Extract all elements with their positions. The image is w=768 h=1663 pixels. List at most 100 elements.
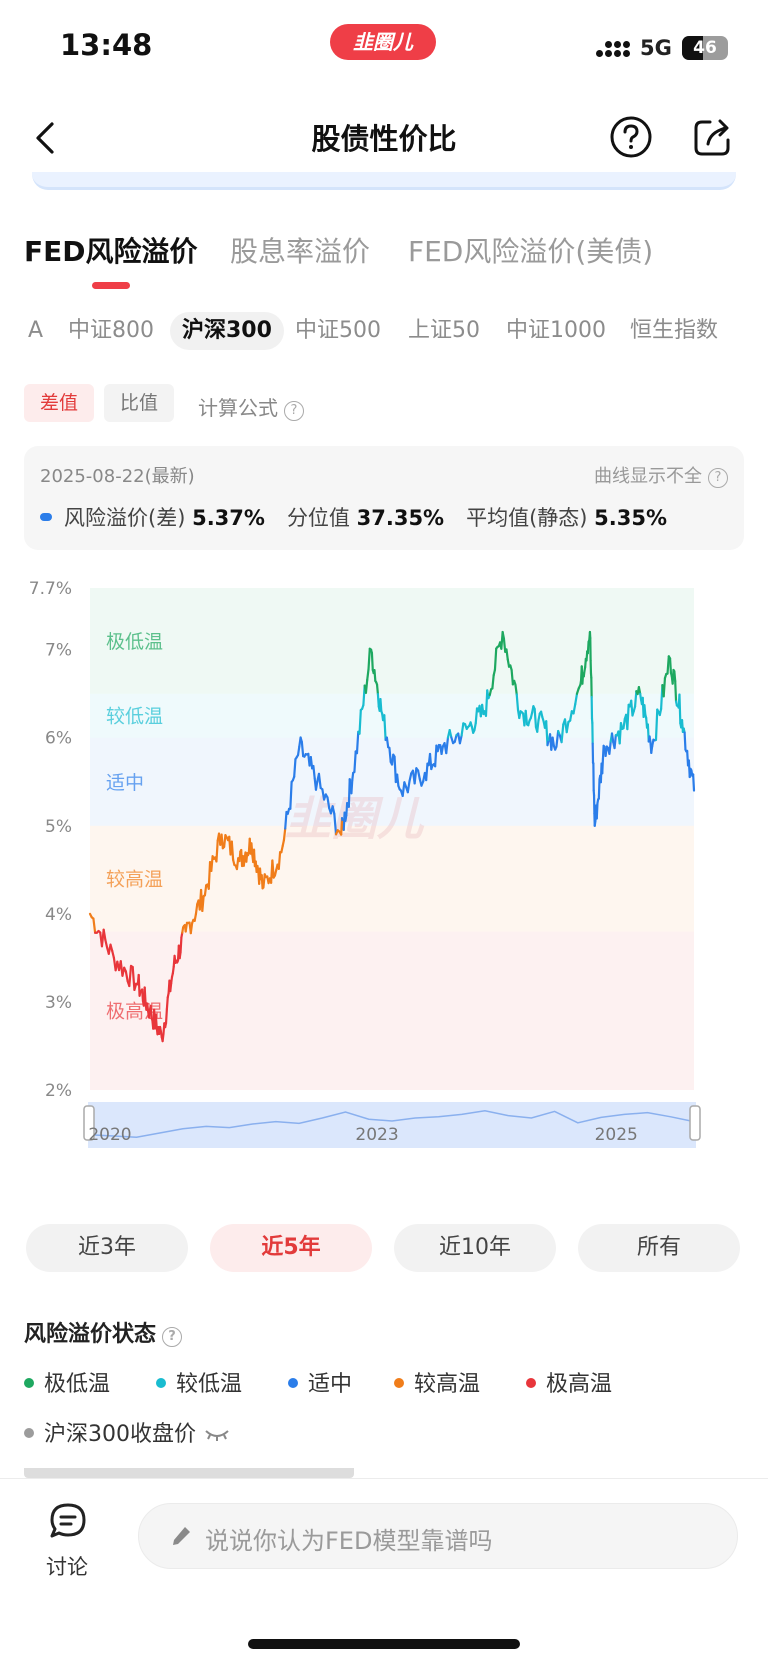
index-tab-csi300[interactable]: 沪深300 <box>170 312 284 350</box>
share-icon[interactable] <box>690 114 736 160</box>
series-segment <box>662 677 667 698</box>
mode-diff-button[interactable]: 差值 <box>24 384 95 422</box>
index-tab-sse50[interactable]: 上证50 <box>408 318 480 343</box>
formula-label: 计算公式 <box>198 396 278 420</box>
navigator-handle-right[interactable] <box>689 1105 701 1141</box>
legend-close-price[interactable]: 沪深300收盘价 <box>24 1416 230 1448</box>
series-segment <box>514 683 518 696</box>
series-segment <box>143 986 147 1004</box>
nav-bar: 股债性价比 <box>0 96 768 180</box>
series-segment <box>309 755 314 770</box>
legend-label: 较低温 <box>176 1372 243 1397</box>
period-all-button[interactable]: 所有 <box>578 1224 740 1272</box>
formula-link[interactable]: 计算公式? <box>198 392 304 421</box>
series-segment <box>408 772 413 783</box>
series-segment <box>515 693 520 712</box>
series-segment <box>300 740 305 758</box>
y-tick-label: 3% <box>45 993 72 1013</box>
zone-label: 较低温 <box>106 706 163 728</box>
back-icon[interactable] <box>28 118 68 158</box>
app-badge[interactable]: 韭圈儿 <box>330 24 436 60</box>
series-segment <box>505 648 509 661</box>
series-segment <box>230 840 235 861</box>
series-segment <box>242 857 246 867</box>
status-title-label: 风险溢价状态 <box>24 1322 157 1347</box>
active-tab-indicator <box>92 282 130 289</box>
period-10y-button[interactable]: 近10年 <box>394 1224 556 1272</box>
series-segment <box>203 884 208 897</box>
series-segment <box>351 771 355 782</box>
series-segment <box>383 714 387 742</box>
legend-dot <box>24 1428 34 1438</box>
series-segment <box>622 717 626 730</box>
mode-ratio-button[interactable]: 比值 <box>104 384 175 422</box>
series-segment <box>425 762 429 782</box>
eye-closed-icon[interactable] <box>204 1428 230 1442</box>
index-tab-csi500[interactable]: 中证500 <box>295 318 381 343</box>
series-segment <box>161 1032 165 1043</box>
series-segment <box>293 758 297 778</box>
status-time: 13:48 <box>60 28 153 62</box>
series-segment <box>223 834 227 848</box>
clipped-row <box>24 1468 354 1478</box>
index-tab-hsi[interactable]: 恒生指数 <box>630 318 719 343</box>
series-dot <box>40 513 52 521</box>
tab-fed-premium-us[interactable]: FED风险溢价(美债) <box>408 235 654 268</box>
tab-fed-premium[interactable]: FED风险溢价 <box>24 235 198 268</box>
tab-dividend-premium[interactable]: 股息率溢价 <box>230 235 371 268</box>
series-segment <box>569 710 573 722</box>
main-tabs: FED风险溢价 股息率溢价 FED风险溢价(美债) <box>0 230 768 300</box>
series-segment <box>440 745 444 756</box>
legend-label: 极高温 <box>546 1372 613 1397</box>
question-icon[interactable]: ? <box>162 1327 183 1347</box>
comment-input[interactable]: 说说你认为FED模型靠谱吗 <box>138 1503 738 1569</box>
series-segment <box>149 1004 153 1020</box>
premium-label: 风险溢价(差) <box>64 506 186 530</box>
navigator-window[interactable] <box>88 1102 696 1148</box>
curve-note-label: 曲线显示不全 <box>594 466 702 487</box>
series-segment <box>353 750 357 774</box>
series-segment <box>189 922 194 935</box>
navigator-handle-left[interactable] <box>83 1105 95 1141</box>
series-segment <box>215 839 219 863</box>
series-segment <box>597 778 601 800</box>
series-segment <box>643 704 647 716</box>
series-segment <box>333 812 338 836</box>
question-icon: ? <box>708 468 728 488</box>
legend-dot <box>288 1378 298 1388</box>
series-segment <box>364 678 369 694</box>
series-segment <box>608 740 612 755</box>
legend-moderate: 适中 <box>288 1366 352 1398</box>
series-segment <box>277 851 282 870</box>
battery-icon: 46 <box>682 36 728 60</box>
series-segment <box>604 745 608 758</box>
series-segment <box>502 637 507 653</box>
curve-note[interactable]: 曲线显示不全? <box>594 462 728 488</box>
zone-band-0 <box>90 588 694 694</box>
series-segment <box>524 709 529 726</box>
series-segment <box>124 970 129 983</box>
series-segment <box>326 796 331 810</box>
period-5y-button[interactable]: 近5年 <box>210 1224 372 1272</box>
discuss-icon[interactable] <box>48 1501 88 1541</box>
index-tab-a[interactable]: A <box>28 318 44 343</box>
legend-high: 较高温 <box>394 1366 480 1398</box>
series-segment <box>445 736 450 755</box>
period-3y-button[interactable]: 近3年 <box>26 1224 188 1272</box>
series-segment <box>201 895 205 913</box>
series-segment <box>396 773 400 788</box>
pen-icon <box>173 1527 190 1545</box>
series-segment <box>370 651 374 672</box>
info-values: 风险溢价(差) 5.37% 分位值 37.35% 平均值(静态) 5.35% <box>40 502 689 532</box>
series-segment <box>348 778 352 787</box>
average-value: 5.35% <box>594 506 668 530</box>
discuss-label[interactable]: 讨论 <box>46 1555 88 1579</box>
series-segment <box>165 996 169 1011</box>
series-segment <box>179 936 183 954</box>
help-icon[interactable] <box>608 114 654 160</box>
index-tab-csi800[interactable]: 中证800 <box>68 318 154 343</box>
legend-dot <box>24 1378 34 1388</box>
series-segment <box>111 949 116 959</box>
index-tab-csi1000[interactable]: 中证1000 <box>506 318 606 343</box>
